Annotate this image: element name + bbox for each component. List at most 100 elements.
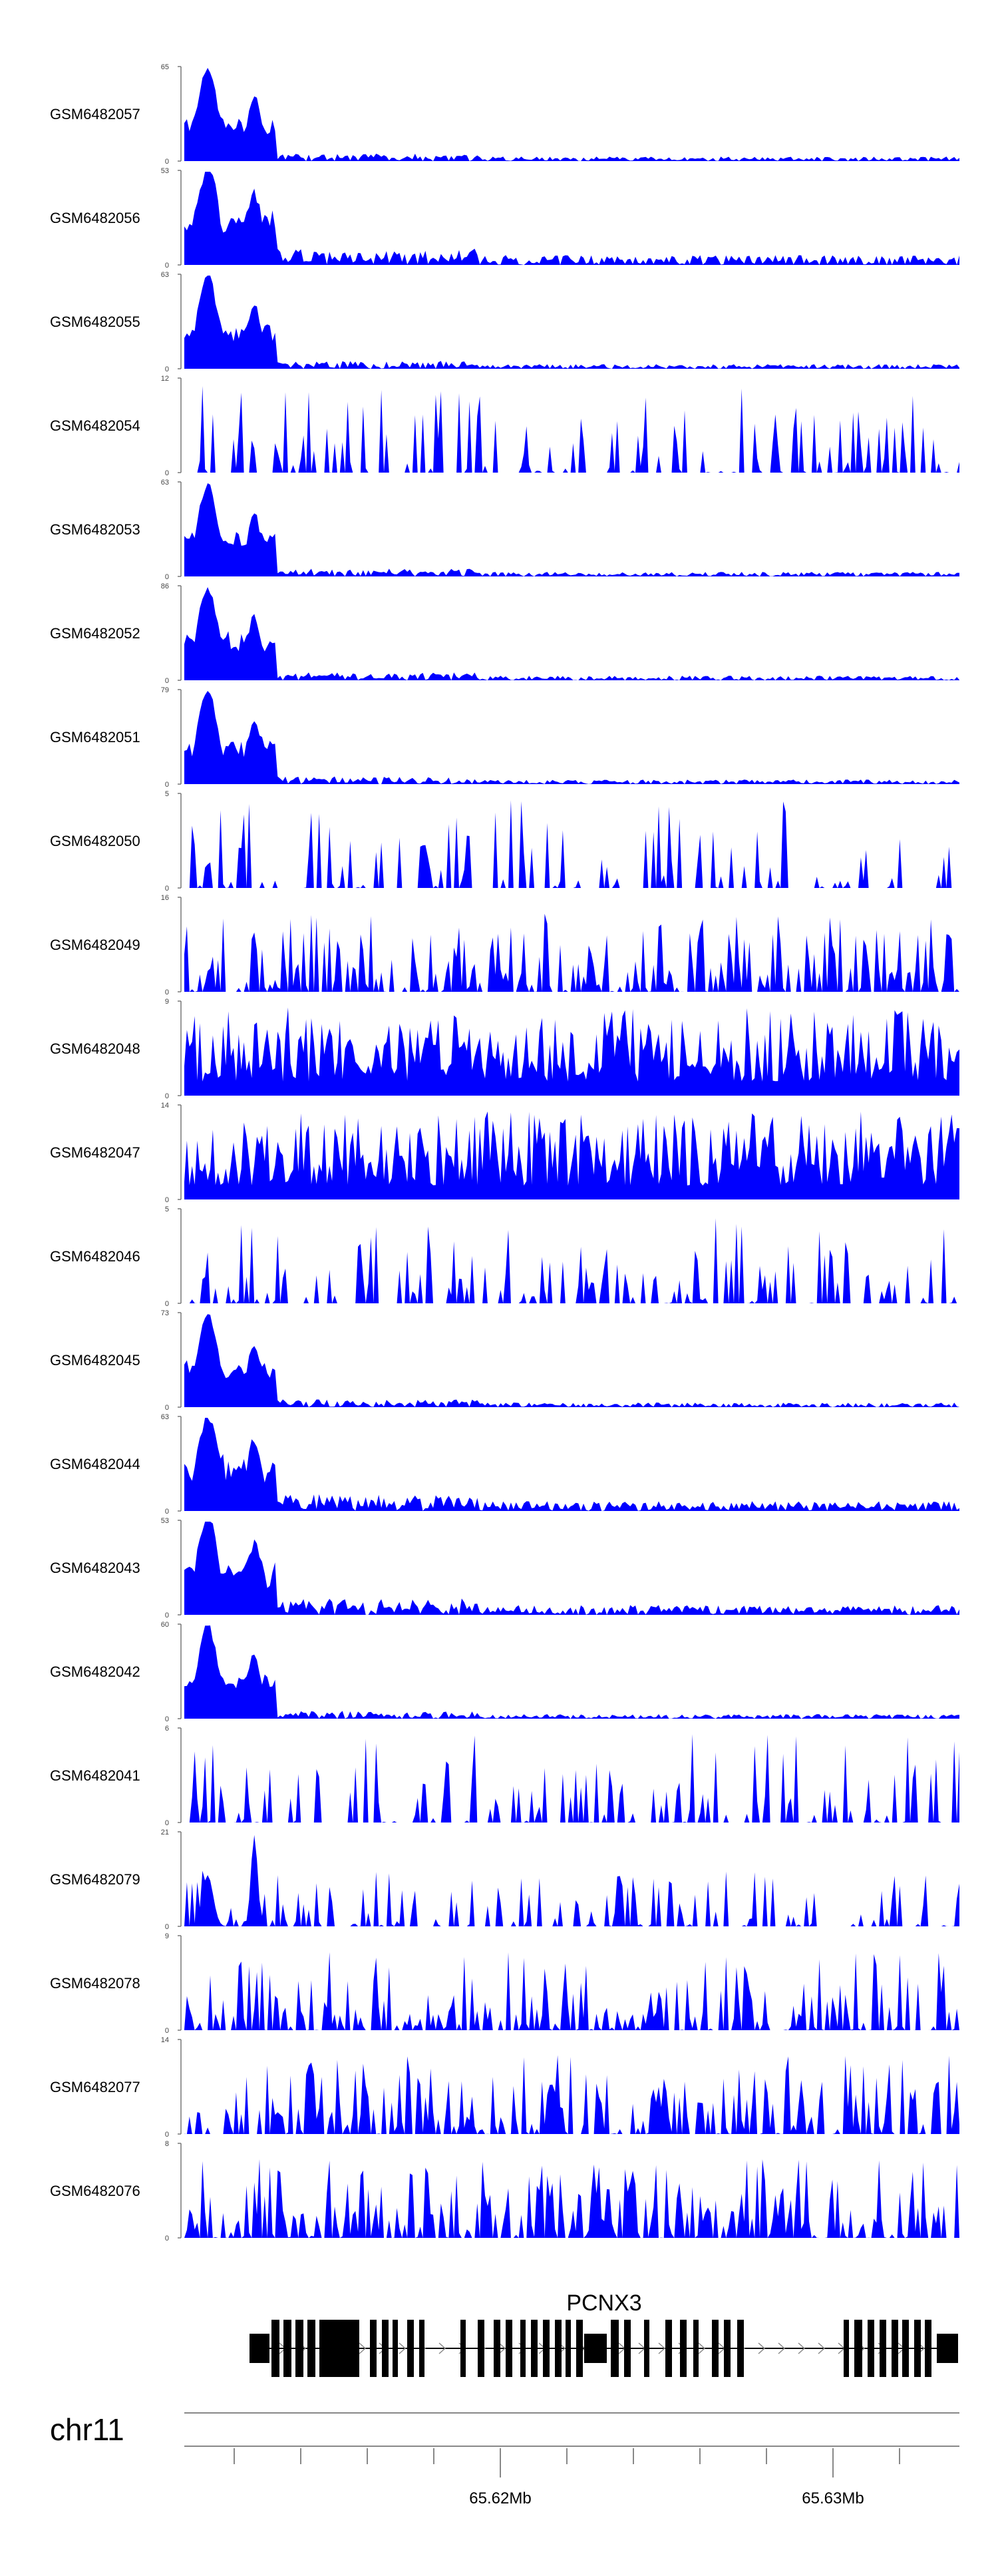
strand-arrow [698,2342,706,2354]
gene-utr-block [250,2334,269,2363]
strand-arrow [399,2342,407,2354]
coverage-area [184,1834,959,1926]
coverage-track: GSM6482078 9 0 [50,1932,959,2035]
axis-tick-label: 65.63Mb [802,2489,864,2507]
strand-arrow [438,2342,446,2354]
coverage-track: GSM6482044 63 0 [50,1413,959,1516]
gene-exon-block [644,2320,649,2377]
coverage-track: GSM6482051 79 0 [50,686,959,789]
y-max-label: 9 [165,998,169,1006]
y-max-label: 12 [161,375,169,383]
coverage-tracks: GSM6482057650GSM6482056530GSM6482055630G… [50,63,959,2243]
coverage-area [184,2159,959,2238]
coverage-track: GSM6482042 60 0 [50,1621,959,1723]
coverage-area [184,276,959,369]
track-sample-label: GSM6482042 [50,1663,140,1680]
coverage-area [184,1111,959,1199]
gene-exon-block [307,2320,315,2377]
coverage-track: GSM6482050 5 0 [50,790,959,893]
track-sample-label: GSM6482046 [50,1248,140,1265]
axis-tick-label: 65.62Mb [469,2489,531,2507]
gene-exon-block [543,2320,550,2377]
y-max-label: 14 [161,1102,169,1110]
y-max-label: 73 [161,1309,169,1317]
gene-utr-block [584,2334,607,2363]
coverage-track: GSM6482049 16 0 [50,894,959,996]
y-min-label: 0 [165,1923,169,1931]
gene-exon-block [295,2320,303,2377]
track-sample-label: GSM6482043 [50,1560,140,1576]
gene-exon-block [737,2320,744,2377]
track-sample-label: GSM6482045 [50,1352,140,1369]
coverage-area [184,483,959,576]
gene-exon-block [393,2320,398,2377]
y-min-label: 0 [165,158,169,166]
strand-arrow [359,2342,367,2354]
coverage-area [184,1625,959,1719]
coverage-track: GSM6482045 73 0 [50,1309,959,1412]
y-min-label: 0 [165,1300,169,1308]
coverage-track: GSM6482055 63 0 [50,271,959,373]
y-min-label: 0 [165,1196,169,1204]
coverage-track: GSM6482079 21 0 [50,1828,959,1931]
gene-exon-block [319,2320,359,2377]
y-min-label: 0 [165,1819,169,1827]
gene-exon-block [271,2320,279,2377]
y-min-label: 0 [165,365,169,373]
gene-exon-block [665,2320,672,2377]
coverage-track: GSM6482057 65 0 [50,63,959,166]
y-max-label: 65 [161,63,169,71]
y-min-label: 0 [165,988,169,996]
track-sample-label: GSM6482047 [50,1144,140,1161]
gene-exon-block [925,2320,931,2377]
track-sample-label: GSM6482076 [50,2183,140,2199]
coverage-area [184,1007,959,1096]
coverage-track: GSM6482077 14 0 [50,2036,959,2139]
gene-exon-block [868,2320,874,2377]
coverage-area [184,386,959,473]
y-min-label: 0 [165,781,169,789]
y-max-label: 6 [165,1725,169,1733]
coverage-area [184,1314,959,1407]
gene-exon-block [624,2320,631,2377]
y-min-label: 0 [165,1092,169,1100]
y-min-label: 0 [165,1404,169,1412]
gene-exon-block [892,2320,898,2377]
gene-exon-block [902,2320,909,2377]
y-min-label: 0 [165,469,169,477]
y-min-label: 0 [165,1715,169,1723]
axis-ticks: 65.62Mb 65.63Mb [234,2448,900,2507]
track-sample-label: GSM6482041 [50,1767,140,1784]
y-max-label: 5 [165,1205,169,1213]
coverage-area [184,800,959,888]
gene-exon-block [576,2320,583,2377]
coverage-track: GSM6482047 14 0 [50,1102,959,1204]
gene-exon-block [914,2320,921,2377]
coverage-area [184,1734,959,1823]
y-max-label: 86 [161,582,169,590]
gene-annotation-track: PCNX3 [250,2290,958,2377]
gene-exon-block [680,2320,687,2377]
y-max-label: 79 [161,686,169,694]
gene-exon-block [693,2320,699,2377]
gene-exon-block [611,2320,619,2377]
coverage-area [184,2055,959,2134]
track-sample-label: GSM6482079 [50,1871,140,1888]
gene-exon-block [520,2320,526,2377]
y-min-label: 0 [165,262,169,270]
y-max-label: 63 [161,479,169,487]
gene-exon-block [506,2320,512,2377]
track-sample-label: GSM6482053 [50,521,140,538]
strand-arrow [498,2342,506,2354]
coverage-track: GSM6482052 86 0 [50,582,959,685]
gene-exon-block [419,2320,424,2377]
y-max-label: 53 [161,1517,169,1525]
coverage-track: GSM6482041 6 0 [50,1725,959,1827]
y-min-label: 0 [165,1611,169,1619]
y-min-label: 0 [165,2235,169,2243]
coverage-area [184,691,959,784]
gene-exon-block [478,2320,484,2377]
y-max-label: 9 [165,1932,169,1940]
track-sample-label: GSM6482049 [50,937,140,953]
